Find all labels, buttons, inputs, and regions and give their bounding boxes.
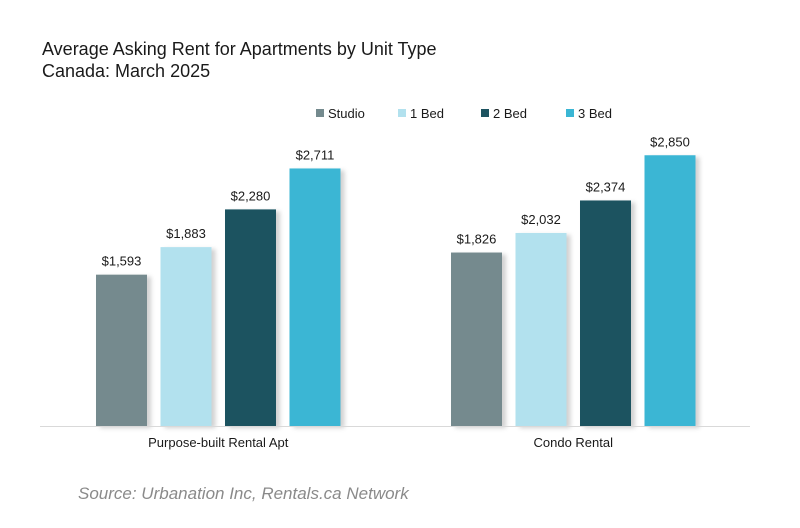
legend-swatch-1-bed <box>398 109 406 117</box>
chart-title-line2: Canada: March 2025 <box>42 61 211 81</box>
data-label-2-bed-1: $2,374 <box>586 179 626 194</box>
chart-title-line1: Average Asking Rent for Apartments by Un… <box>42 39 437 59</box>
bar-1-bed-1 <box>515 232 567 426</box>
legend-swatch-2-bed <box>481 109 489 117</box>
legend-label-2-bed: 2 Bed <box>493 106 527 121</box>
data-label-2-bed-0: $2,280 <box>231 188 271 203</box>
data-label-3-bed-1: $2,850 <box>650 134 690 149</box>
bar-studio-0 <box>96 274 147 426</box>
x-tick-label-1: Condo Rental <box>534 435 614 450</box>
legend-swatch-studio <box>316 109 324 117</box>
bar-3-bed-1 <box>644 155 696 426</box>
data-label-3-bed-0: $2,711 <box>296 147 335 162</box>
data-label-1-bed-1: $2,032 <box>521 212 561 227</box>
bar-2-bed-1 <box>580 200 631 426</box>
source-note: Source: Urbanation Inc, Rentals.ca Netwo… <box>78 484 409 503</box>
data-label-studio-0: $1,593 <box>102 254 142 269</box>
bar-3-bed-0 <box>289 168 341 426</box>
legend-label-1-bed: 1 Bed <box>410 106 444 121</box>
data-label-1-bed-0: $1,883 <box>166 226 206 241</box>
chart-title: Average Asking Rent for Apartments by Un… <box>42 38 437 82</box>
x-tick-label-0: Purpose-built Rental Apt <box>148 435 289 450</box>
legend-label-3-bed: 3 Bed <box>578 106 612 121</box>
legend-label-studio: Studio <box>328 106 365 121</box>
bar-studio-1 <box>451 252 502 426</box>
bar-2-bed-0 <box>225 209 276 426</box>
data-label-studio-1: $1,826 <box>457 232 497 247</box>
legend-swatch-3-bed <box>566 109 574 117</box>
bar-1-bed-0 <box>160 247 212 426</box>
